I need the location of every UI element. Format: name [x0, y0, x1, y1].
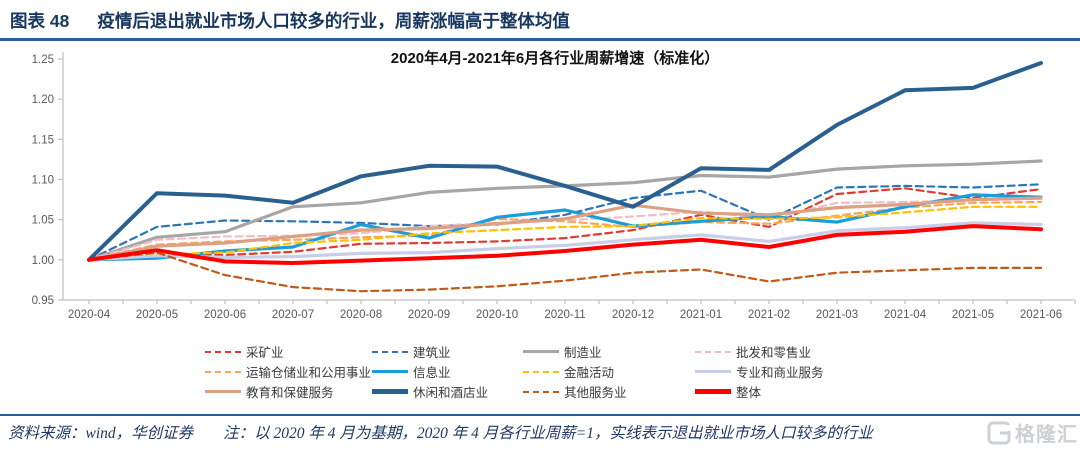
x-tick-label: 2020-07 — [272, 309, 314, 321]
legend-item-1: 建筑业 — [372, 344, 451, 360]
legend-label: 建筑业 — [413, 346, 451, 360]
header-divider — [0, 38, 1080, 41]
legend-label: 批发和零售业 — [736, 346, 812, 360]
x-tick-label: 2021-06 — [1020, 309, 1062, 321]
legend-label: 采矿业 — [246, 346, 284, 360]
legend-label: 专业和商业服务 — [736, 366, 824, 380]
x-tick-label: 2020-08 — [340, 309, 382, 321]
x-tick-label: 2020-09 — [408, 309, 450, 321]
legend-label: 金融活动 — [564, 366, 615, 380]
legend-swatch — [523, 390, 559, 393]
series-line-11 — [87, 224, 1043, 265]
series-line-1 — [87, 183, 1043, 261]
legend-item-11: 整体 — [695, 384, 762, 400]
legend-item-4: 运输仓储业和公用事业 — [205, 364, 372, 380]
source-text: 资料来源：wind，华创证券 — [8, 425, 194, 442]
watermark-text: 格隆汇 — [1015, 424, 1078, 446]
x-tick-label: 2021-04 — [884, 309, 927, 321]
legend-item-7: 专业和商业服务 — [695, 364, 824, 380]
chart-title: 2020年4月-2021年6月各行业周薪增速（标准化） — [390, 50, 720, 67]
legend-item-6: 金融活动 — [523, 364, 615, 380]
legend-swatch — [523, 370, 559, 373]
legend-swatch — [695, 369, 731, 374]
legend-item-2: 制造业 — [523, 344, 602, 360]
note-text: 注：以 2020 年 4 月为基期，2020 年 4 月各行业周薪=1，实线表示… — [223, 425, 873, 442]
legend-swatch — [372, 389, 408, 394]
x-tick-label: 2020-06 — [204, 309, 246, 321]
legend-item-3: 批发和零售业 — [695, 344, 812, 360]
y-tick-label: 1.15 — [32, 134, 54, 146]
y-tick-label: 1.20 — [32, 94, 54, 106]
gelonghui-logo-icon — [987, 421, 1012, 444]
legend-label: 制造业 — [564, 346, 602, 360]
legend-item-10: 其他服务业 — [523, 384, 627, 400]
legend-label: 休闲和酒店业 — [413, 386, 489, 400]
legend-swatch — [205, 370, 241, 373]
x-tick-label: 2020-11 — [544, 309, 585, 321]
source-note: 资料来源：wind，华创证券 注：以 2020 年 4 月为基期，2020 年 … — [8, 421, 873, 443]
x-tick-label: 2020-05 — [136, 309, 178, 321]
legend-label: 教育和保健服务 — [246, 386, 334, 400]
figure-header: 图表 48 疫情后退出就业市场人口较多的行业，周薪涨幅高于整体均值 — [10, 8, 570, 33]
legend-item-0: 采矿业 — [205, 344, 284, 360]
legend-swatch — [205, 350, 241, 353]
legend-swatch — [523, 349, 559, 354]
legend-swatch — [372, 369, 408, 374]
x-tick-label: 2020-04 — [68, 309, 111, 321]
footer-divider — [0, 414, 1080, 416]
legend-item-9: 休闲和酒店业 — [372, 384, 489, 400]
x-tick-label: 2020-10 — [476, 309, 518, 321]
series-line-6 — [87, 205, 1043, 261]
legend-label: 其他服务业 — [564, 386, 627, 400]
x-tick-label: 2021-05 — [952, 309, 994, 321]
figure-title: 疫情后退出就业市场人口较多的行业，周薪涨幅高于整体均值 — [97, 11, 570, 31]
series-line-0 — [87, 187, 1043, 261]
y-tick-label: 1.10 — [32, 175, 54, 187]
gelonghui-watermark: 格隆汇 — [982, 418, 1078, 447]
legend-label: 整体 — [736, 386, 762, 400]
y-tick-label: 1.05 — [32, 215, 54, 227]
legend-swatch — [372, 350, 408, 353]
legend-item-8: 教育和保健服务 — [205, 384, 334, 400]
legend-item-5: 信息业 — [372, 364, 451, 380]
series-line-9 — [87, 61, 1043, 262]
legend-swatch — [695, 350, 731, 353]
y-tick-label: 0.95 — [32, 295, 54, 307]
legend-label: 运输仓储业和公用事业 — [246, 366, 372, 380]
y-tick-label: 1.25 — [32, 54, 54, 66]
x-tick-label: 2021-02 — [748, 309, 790, 321]
legend-swatch — [695, 389, 731, 394]
series-line-7 — [87, 221, 1043, 262]
series-line-10 — [87, 251, 1043, 293]
series-line-8 — [87, 196, 1043, 262]
legend-label: 信息业 — [413, 366, 451, 380]
figure-label: 图表 48 — [10, 11, 70, 31]
x-tick-label: 2021-03 — [816, 309, 858, 321]
series-line-5 — [87, 193, 1043, 262]
x-tick-label: 2021-01 — [680, 309, 722, 321]
line-chart: 0.95 1.00 1.05 1.10 1.15 1.20 1.25 2020-04 2020-… — [32, 52, 1076, 321]
x-tick-label: 2020-12 — [612, 309, 654, 321]
legend-swatch — [205, 389, 241, 394]
y-tick-label: 1.00 — [32, 255, 54, 267]
